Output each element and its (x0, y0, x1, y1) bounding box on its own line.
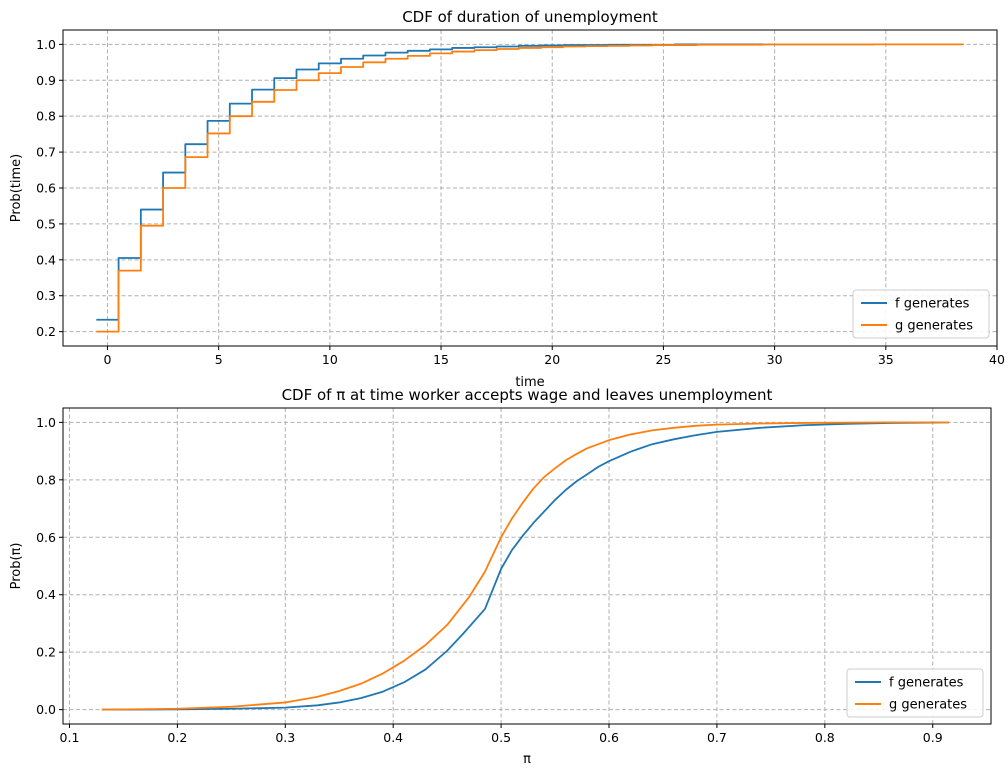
x-tick-label: 0.2 (167, 730, 187, 745)
y-tick-label: 0.4 (36, 587, 56, 602)
series-line-1 (101, 421, 949, 711)
x-tick-label: 0.5 (491, 730, 511, 745)
x-axis-label: π (523, 752, 531, 767)
x-axis-label: time (515, 375, 544, 390)
chart-title: CDF of π at time worker accepts wage and… (282, 386, 773, 404)
y-tick-label: 0.6 (36, 181, 56, 196)
y-tick-label: 0.0 (36, 702, 56, 717)
x-tick-label: 25 (655, 352, 671, 367)
plot-frame (62, 407, 992, 725)
x-tick-label: 0 (103, 352, 111, 367)
y-tick-label: 0.4 (36, 252, 56, 267)
x-tick-label: 0.8 (815, 730, 835, 745)
y-tick-label: 0.9 (36, 73, 56, 88)
x-tick-label: 0.6 (599, 730, 619, 745)
x-tick-label: 0.1 (60, 730, 80, 745)
y-tick-label: 0.6 (36, 530, 56, 545)
legend-label-2: g generates (889, 698, 967, 713)
y-axis-label: Prob(π) (9, 543, 24, 590)
chart-title: CDF of duration of unemployment (402, 8, 658, 26)
x-tick-label: 40 (989, 352, 1005, 367)
y-tick-label: 0.5 (36, 216, 56, 231)
x-tick-label: 0.7 (707, 730, 727, 745)
y-tick-label: 1.0 (36, 37, 56, 52)
legend-label-1: f generates (889, 676, 964, 691)
y-tick-label: 0.8 (36, 472, 56, 487)
y-tick-label: 1.0 (36, 415, 56, 430)
y-tick-label: 0.3 (36, 288, 56, 303)
x-tick-label: 0.9 (923, 730, 943, 745)
x-tick-label: 35 (878, 352, 894, 367)
y-tick-label: 0.2 (36, 645, 56, 660)
y-tick-label: 0.2 (36, 324, 56, 339)
y-tick-label: 0.7 (36, 145, 56, 160)
x-tick-label: 5 (215, 352, 223, 367)
chart-1: 0 5 10 15 20 25 30 35 40 0.2 0.3 0.4 0.5 0.6 0.7 0.8 0.9… (9, 8, 1005, 390)
x-tick-label: 20 (544, 352, 560, 367)
y-axis-label: Prob(time) (9, 154, 24, 222)
legend-label-1: f generates (895, 297, 970, 312)
legend-label-2: g generates (895, 319, 973, 334)
x-tick-label: 0.3 (275, 730, 295, 745)
x-tick-label: 30 (767, 352, 783, 367)
legend: f generates g generates (846, 668, 984, 718)
x-tick-label: 0.4 (383, 730, 403, 745)
x-tick-label: 15 (433, 352, 449, 367)
y-tick-label: 0.8 (36, 109, 56, 124)
legend: f generates g generates (852, 289, 990, 339)
chart-2: 0.1 0.2 0.3 0.4 0.5 0.6 0.7 0.8 0.9 0.0 0.2 0.4 0.6 0… (9, 386, 992, 767)
x-tick-label: 10 (322, 352, 338, 367)
series-line-2 (101, 421, 949, 711)
series-line-1 (96, 43, 875, 321)
series-line-2 (96, 43, 964, 333)
